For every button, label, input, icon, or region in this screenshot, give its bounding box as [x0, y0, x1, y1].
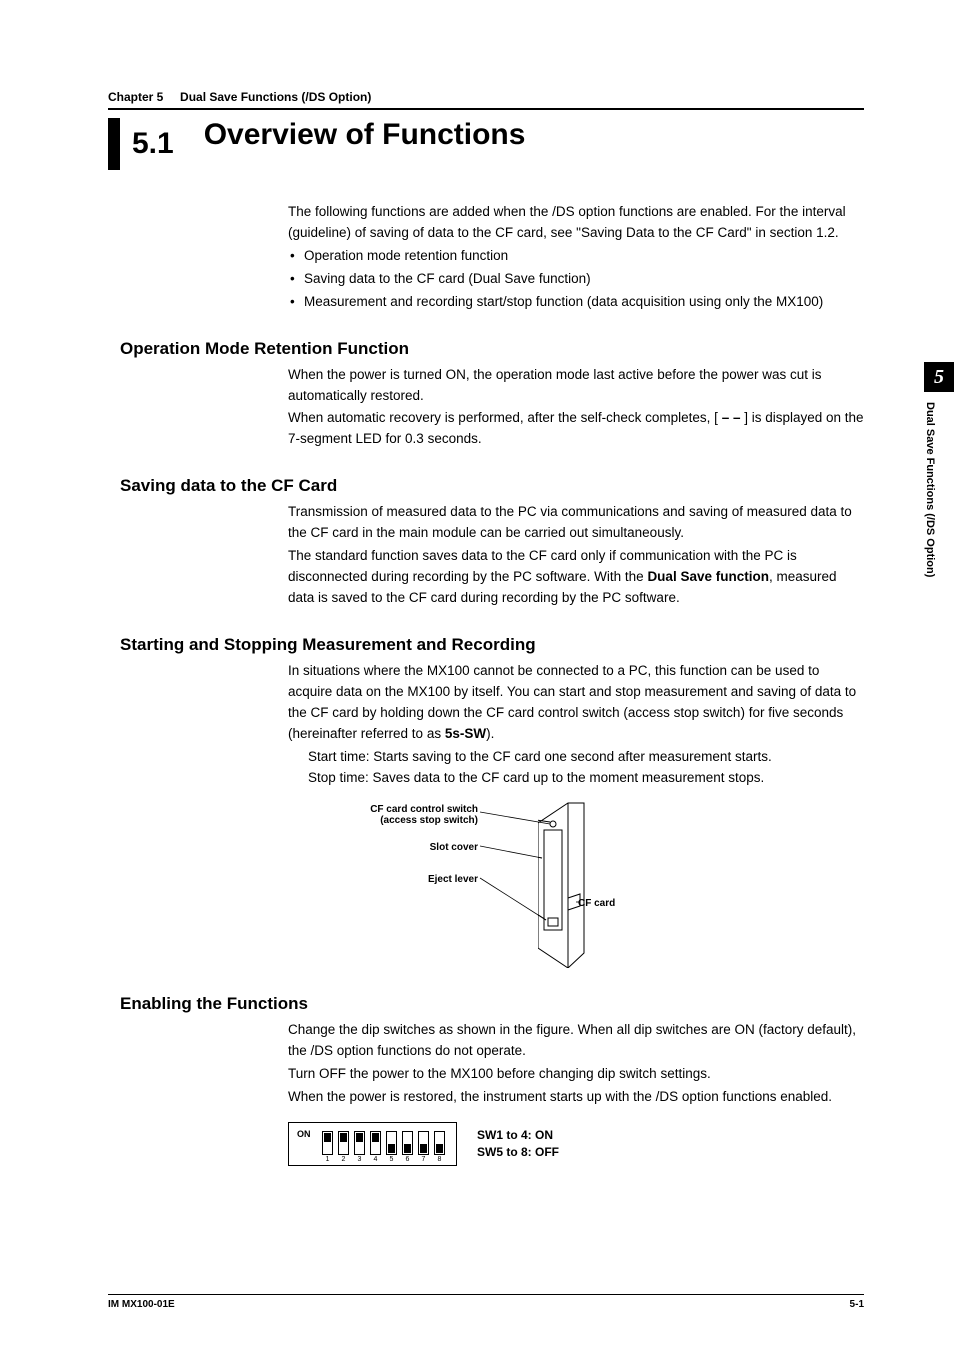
enable-body: Change the dip switches as shown in the …	[288, 1020, 864, 1108]
title-black-bar	[108, 118, 120, 170]
chapter-header: Chapter 5 Dual Save Functions (/DS Optio…	[108, 90, 864, 104]
dip-switch: 2	[337, 1131, 350, 1163]
startstop-body: In situations where the MX100 cannot be …	[288, 661, 864, 745]
footer-page-number: 5-1	[850, 1299, 864, 1310]
chapter-label: Chapter 5	[108, 90, 163, 104]
section-title-row: 5.1 Overview of Functions	[108, 118, 864, 170]
saving-p2: The standard function saves data to the …	[288, 546, 864, 609]
dip-switch: 6	[401, 1131, 414, 1163]
chapter-title: Dual Save Functions (/DS Option)	[180, 90, 371, 104]
enable-p1: Change the dip switches as shown in the …	[288, 1020, 864, 1062]
section-number: 5.1	[132, 127, 174, 161]
heading-enabling: Enabling the Functions	[120, 994, 864, 1014]
intro-bullet: Operation mode retention function	[288, 246, 864, 267]
saving-p1: Transmission of measured data to the PC …	[288, 502, 864, 544]
dip-caption: SW1 to 4: ON SW5 to 8: OFF	[477, 1127, 559, 1161]
intro-paragraph: The following functions are added when t…	[288, 202, 864, 244]
diagram-leaders-icon	[288, 798, 648, 968]
intro-bullet: Measurement and recording start/stop fun…	[288, 292, 864, 313]
dip-switch: 1	[321, 1131, 334, 1163]
cf-card-diagram: CF card control switch (access stop swit…	[288, 798, 864, 968]
section-title: Overview of Functions	[204, 118, 526, 152]
opmode-p1: When the power is turned ON, the operati…	[288, 365, 864, 407]
enable-p3: When the power is restored, the instrume…	[288, 1087, 864, 1108]
footer-rule	[108, 1294, 864, 1295]
saving-body: Transmission of measured data to the PC …	[288, 502, 864, 609]
enable-p2: Turn OFF the power to the MX100 before c…	[288, 1064, 864, 1085]
startstop-sub1: Start time: Starts saving to the CF card…	[308, 747, 864, 768]
page: Chapter 5 Dual Save Functions (/DS Optio…	[0, 0, 954, 1350]
footer: IM MX100-01E 5-1	[108, 1294, 864, 1310]
header-rule	[108, 108, 864, 110]
heading-saving-cf: Saving data to the CF Card	[120, 476, 864, 496]
dip-switch: 5	[385, 1131, 398, 1163]
side-chapter-number: 5	[924, 362, 954, 392]
section-number-block: 5.1	[108, 118, 174, 170]
dip-switch: 8	[433, 1131, 446, 1163]
dip-on-label: ON	[297, 1129, 311, 1139]
intro-bullet-list: Operation mode retention function Saving…	[288, 246, 864, 313]
dip-switch: 4	[369, 1131, 382, 1163]
footer-doc-id: IM MX100-01E	[108, 1299, 175, 1310]
dip-switch: 7	[417, 1131, 430, 1163]
heading-start-stop: Starting and Stopping Measurement and Re…	[120, 635, 864, 655]
side-tab: 5 Dual Save Functions (/DS Option)	[924, 362, 954, 642]
dip-switch-row: 12345678	[321, 1131, 446, 1163]
startstop-p1: In situations where the MX100 cannot be …	[288, 661, 864, 745]
opmode-body: When the power is turned ON, the operati…	[288, 365, 864, 451]
intro-bullet: Saving data to the CF card (Dual Save fu…	[288, 269, 864, 290]
startstop-sub: Start time: Starts saving to the CF card…	[308, 747, 864, 789]
dip-switch-diagram: ON 12345678 SW1 to 4: ON SW5 to 8: OFF	[288, 1122, 864, 1166]
intro-block: The following functions are added when t…	[288, 202, 864, 313]
side-vertical-title: Dual Save Functions (/DS Option)	[924, 402, 936, 632]
heading-operation-mode: Operation Mode Retention Function	[120, 339, 864, 359]
startstop-sub2: Stop time: Saves data to the CF card up …	[308, 768, 864, 789]
dip-switch-box: ON 12345678	[288, 1122, 457, 1166]
dip-switch: 3	[353, 1131, 366, 1163]
opmode-p2: When automatic recovery is performed, af…	[288, 408, 864, 450]
